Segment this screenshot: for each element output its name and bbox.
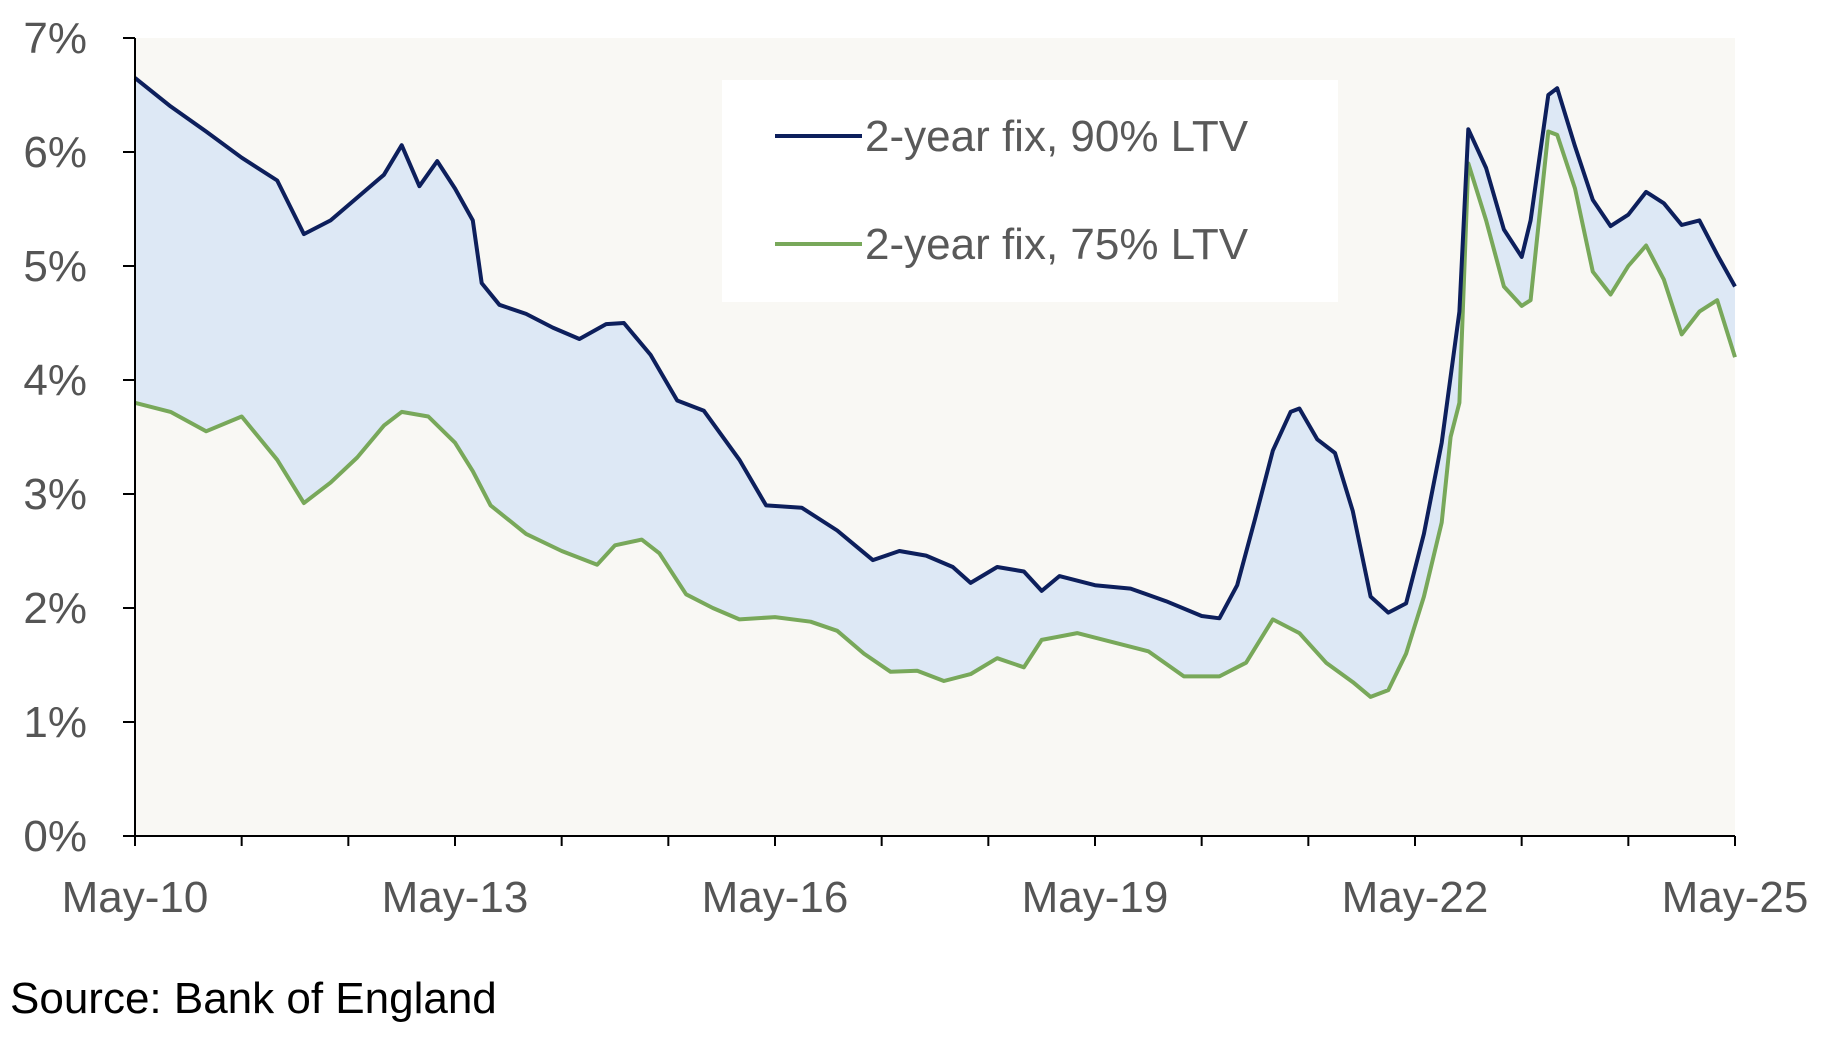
y-tick-label: 1% — [23, 698, 87, 747]
legend: 2-year fix, 90% LTV 2-year fix, 75% LTV — [722, 80, 1338, 302]
y-tick-label: 2% — [23, 584, 87, 633]
x-tick-label: May-13 — [382, 873, 529, 922]
legend-entry-label: 2-year fix, 90% LTV — [865, 112, 1249, 161]
source-note: Source: Bank of England — [10, 974, 497, 1023]
y-tick-label: 0% — [23, 812, 87, 861]
legend-entry-label: 2-year fix, 75% LTV — [865, 220, 1249, 269]
y-tick-label: 6% — [23, 128, 87, 177]
series-line-90-ltv — [133, 76, 1737, 621]
x-tick-label: May-22 — [1342, 873, 1489, 922]
x-tick-label: May-16 — [702, 873, 849, 922]
spread-shaded-area — [135, 77, 1735, 697]
legend-box — [722, 80, 1338, 302]
y-tick-label: 4% — [23, 356, 87, 405]
axes — [123, 37, 1736, 846]
y-tick-label: 7% — [23, 14, 87, 63]
y-axis-tick-labels: 0% 1% 2% 3% 4% 5% 6% 7% — [23, 14, 87, 861]
series-line-75-ltv — [134, 129, 1737, 699]
y-tick-label: 3% — [23, 470, 87, 519]
x-tick-label: May-10 — [62, 873, 209, 922]
y-tick-label: 5% — [23, 242, 87, 291]
x-tick-label: May-25 — [1662, 873, 1809, 922]
x-axis-tick-labels: May-10 May-13 May-16 May-19 May-22 May-25 — [62, 873, 1809, 922]
x-tick-label: May-19 — [1022, 873, 1169, 922]
